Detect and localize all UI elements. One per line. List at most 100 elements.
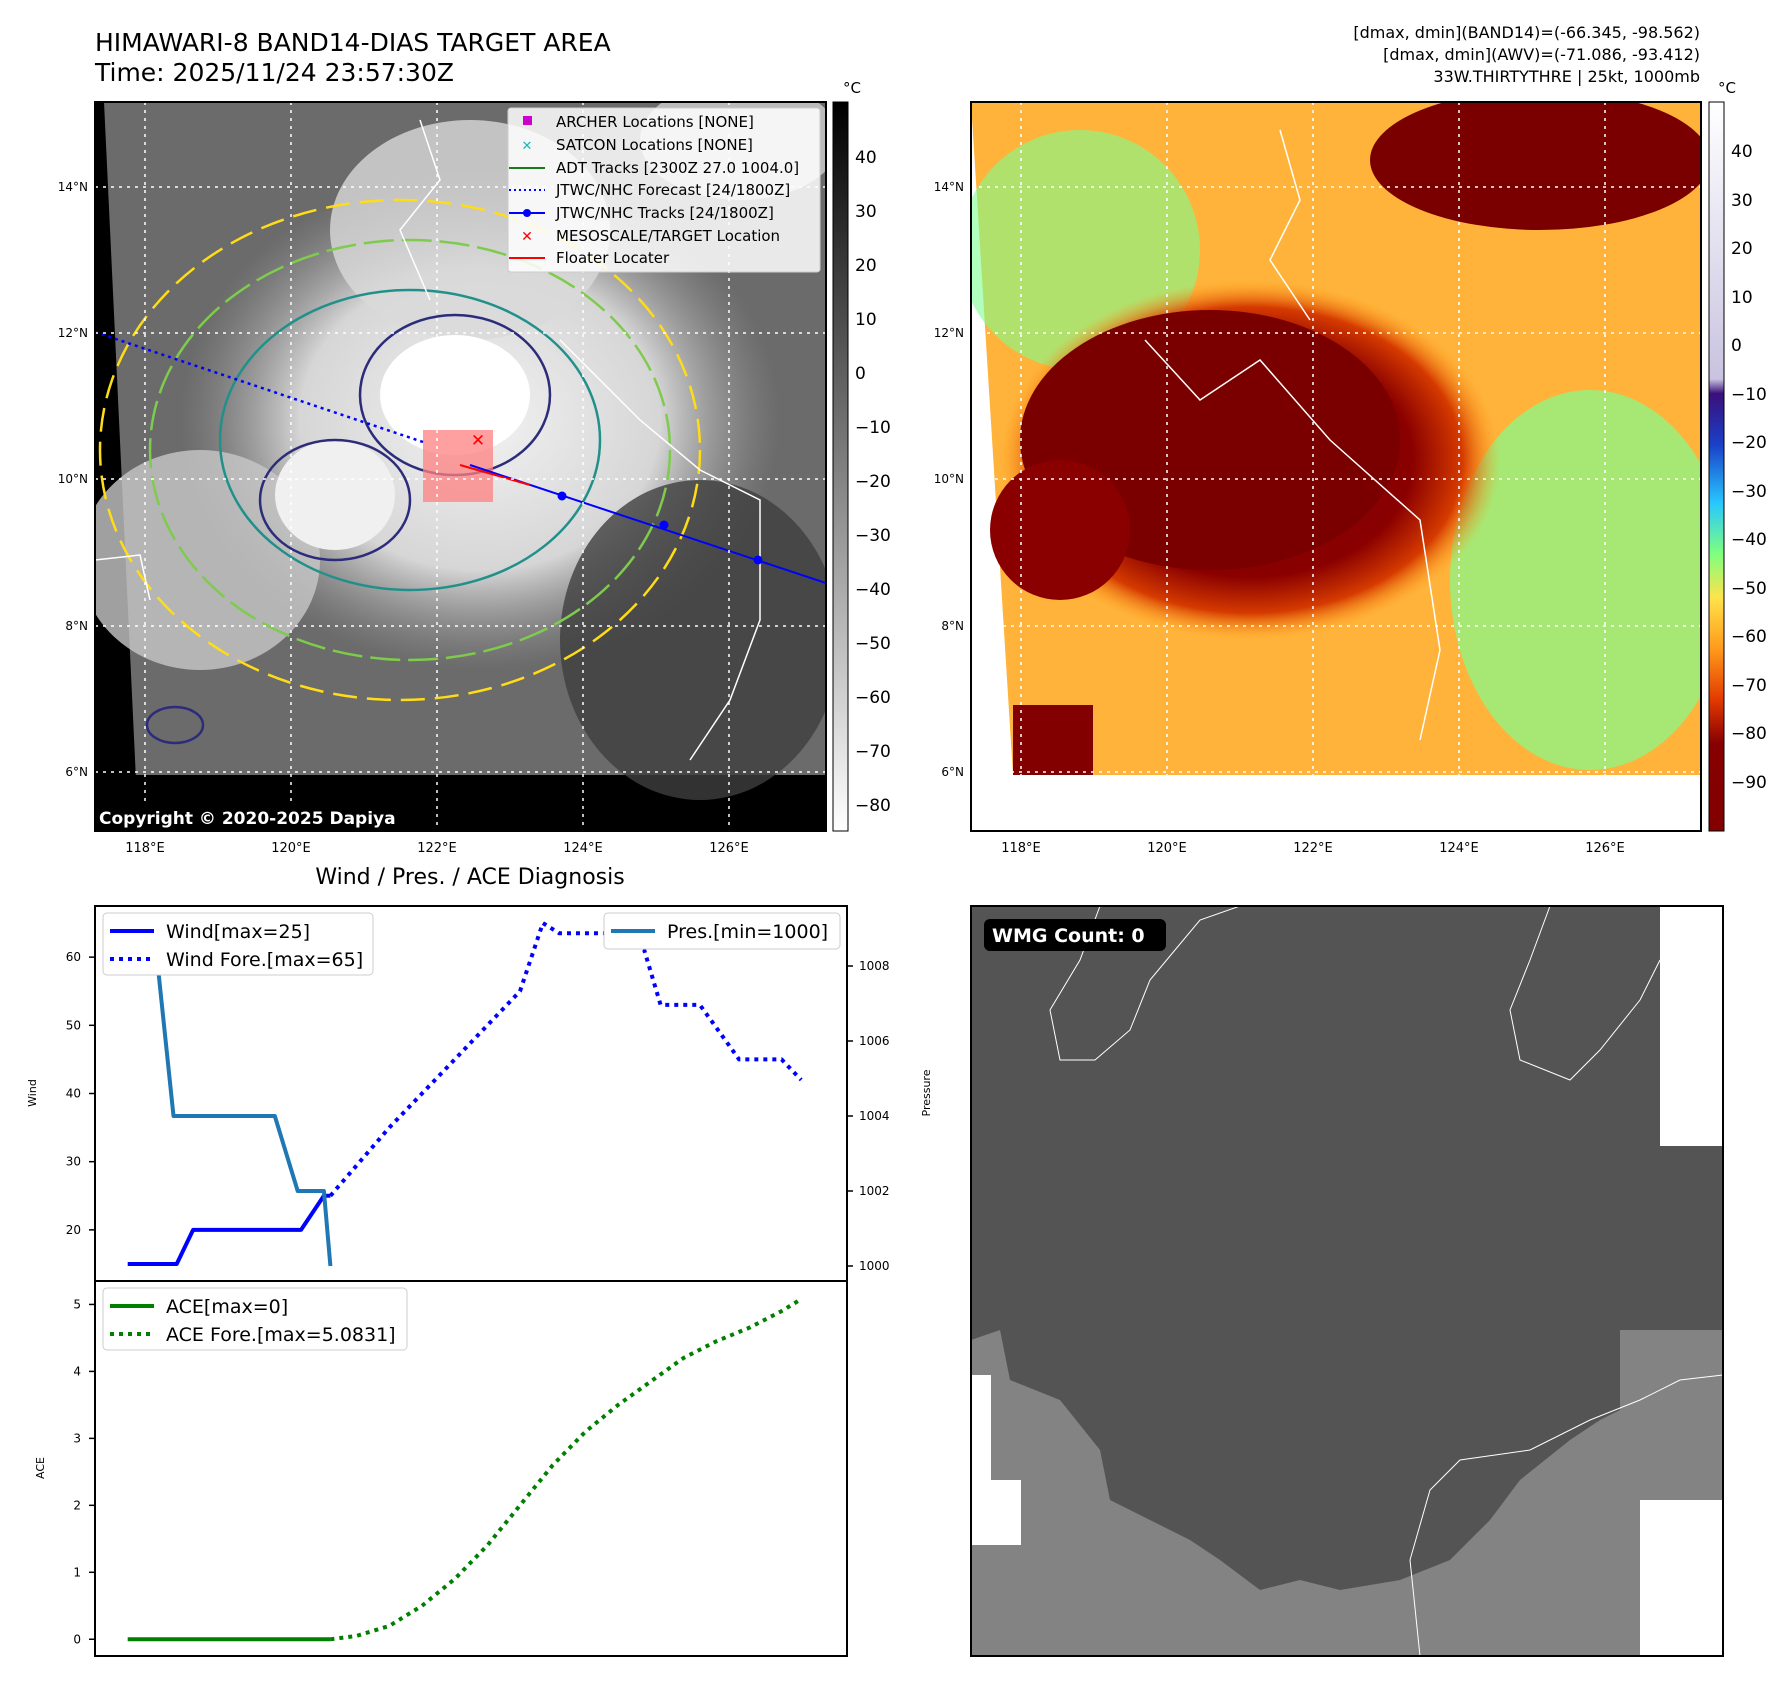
svg-text:−40: −40 <box>1731 530 1767 550</box>
wind-fore-legend-label: Wind Fore.[max=65] <box>166 949 363 971</box>
y-right-tick-label: 1002 <box>859 1184 890 1198</box>
svg-text:0: 0 <box>1731 336 1742 356</box>
ace-fore-legend-label: ACE Fore.[max=5.0831] <box>166 1324 396 1346</box>
ir-legend: ✕ ✕ ARCHER Locations [NONE] SATCON Locat… <box>507 107 821 273</box>
contour-ring <box>218 288 602 592</box>
svg-text:−40: −40 <box>855 580 891 600</box>
lon-label: 122°E <box>1293 841 1333 856</box>
svg-text:40: 40 <box>1731 142 1753 162</box>
wind-legend: Wind[max=25] Wind Fore.[max=65] <box>102 912 374 976</box>
ace-lines <box>127 1297 803 1642</box>
svg-text:20: 20 <box>1731 239 1753 259</box>
contour-ring <box>258 438 412 562</box>
svg-text:−30: −30 <box>855 526 891 546</box>
y-right-tick-label: 1006 <box>859 1034 890 1048</box>
lat-label: 10°N <box>58 472 88 486</box>
wmg-panel: WMG Count: 0 <box>970 905 1724 1657</box>
wmg-count-badge: WMG Count: 0 <box>992 925 1145 947</box>
y-tick-label: 5 <box>73 1297 81 1311</box>
lon-label: 118°E <box>1001 841 1041 856</box>
series-line-ace-fore-max-5-0831 <box>330 1297 803 1642</box>
y-tick-label: 0 <box>73 1632 81 1646</box>
svg-text:40: 40 <box>855 148 877 168</box>
svg-text:−70: −70 <box>855 742 891 762</box>
svg-text:30: 30 <box>855 202 877 222</box>
legend-archer-label: ARCHER Locations [NONE] <box>556 113 754 131</box>
wv-colorbar <box>1708 101 1725 832</box>
band14-range-text: [dmax, dmin](BAND14)=(-66.345, -98.562) <box>1353 23 1700 42</box>
satcon-legend-marker: ✕ <box>522 139 533 154</box>
lon-label: 120°E <box>271 841 311 856</box>
wv-map-panel: 14°N 12°N 10°N 8°N 6°N 118°E 120°E 122°E… <box>934 79 1767 856</box>
target-area-box <box>423 430 493 502</box>
lat-label: 14°N <box>58 180 88 194</box>
diagnosis-title: Wind / Pres. / ACE Diagnosis <box>315 865 624 890</box>
ir-colorbar-unit: °C <box>843 79 861 97</box>
lat-label: 8°N <box>65 619 88 633</box>
ace-chart: ACE 0 1 2 3 4 5 ACE[max=0] ACE Fore.[max=5.08… <box>34 1280 848 1657</box>
lat-label: 8°N <box>941 619 964 633</box>
target-marker: ✕ <box>471 431 485 451</box>
lat-label: 12°N <box>58 326 88 340</box>
lon-label: 122°E <box>417 841 457 856</box>
y-tick-label: 3 <box>73 1431 81 1445</box>
lat-label: 6°N <box>941 765 964 779</box>
svg-text:30: 30 <box>1731 191 1753 211</box>
y-right-tick-label: 1004 <box>859 1109 890 1123</box>
archer-legend-marker <box>523 116 532 125</box>
lon-label: 126°E <box>709 841 749 856</box>
target-legend-marker: ✕ <box>521 229 533 245</box>
legend-floater-label: Floater Locater <box>556 249 670 267</box>
wv-panel-frame <box>970 101 1702 832</box>
wv-gridlines <box>971 102 1701 831</box>
figure-title: HIMAWARI-8 BAND14-DIAS TARGET AREA <box>95 28 611 57</box>
wind-axis-label: Wind <box>26 1079 39 1107</box>
lon-label: 126°E <box>1585 841 1625 856</box>
ace-axis-label: ACE <box>34 1457 47 1479</box>
jtwc-forecast-track <box>95 330 424 444</box>
svg-text:−60: −60 <box>855 688 891 708</box>
y-tick-label: 30 <box>66 1155 81 1169</box>
svg-text:−70: −70 <box>1731 676 1767 696</box>
y-right-tick-label: 1008 <box>859 959 890 973</box>
series-line-wind-max-25 <box>127 1193 331 1266</box>
ir-colorbar <box>832 101 849 832</box>
floater-locator-line <box>459 464 531 486</box>
ace-ticks: 0 1 2 3 4 5 <box>73 1297 95 1646</box>
lon-label: 124°E <box>563 841 603 856</box>
coastline <box>1509 906 1661 1081</box>
copyright-text: Copyright © 2020-2025 Dapiya <box>99 809 396 829</box>
coastline <box>1049 906 1241 1061</box>
lat-label: 12°N <box>934 326 964 340</box>
legend-adt-label: ADT Tracks [2300Z 27.0 1004.0] <box>556 159 799 177</box>
ir-colorbar-ticks: 40 30 20 10 0 −10 −20 −30 −40 −50 −60 −7… <box>855 148 891 816</box>
pressure-axis-label: Pressure <box>920 1069 933 1116</box>
ace-legend-label: ACE[max=0] <box>166 1296 288 1318</box>
pressure-legend-label: Pres.[min=1000] <box>667 921 828 943</box>
ace-legend: ACE[max=0] ACE Fore.[max=5.0831] <box>102 1287 408 1351</box>
coastline <box>1269 129 1311 321</box>
svg-text:−90: −90 <box>1731 773 1767 793</box>
wind-legend-label: Wind[max=25] <box>166 921 310 943</box>
contour-ring <box>98 198 702 702</box>
ir-panel-frame <box>94 101 827 832</box>
y-tick-label: 2 <box>73 1498 81 1512</box>
contour-ring <box>148 238 672 662</box>
y-tick-label: 4 <box>73 1364 81 1378</box>
svg-text:−30: −30 <box>1731 482 1767 502</box>
y-tick-label: 20 <box>66 1223 81 1237</box>
lon-label: 120°E <box>1147 841 1187 856</box>
figure-time: Time: 2025/11/24 23:57:30Z <box>94 58 454 87</box>
wv-colorbar-ticks: 40 30 20 10 0 −10 −20 −30 −40 −50 −60 −7… <box>1731 142 1767 793</box>
svg-text:20: 20 <box>855 256 877 276</box>
svg-text:−60: −60 <box>1731 627 1767 647</box>
lat-label: 10°N <box>934 472 964 486</box>
lon-label: 124°E <box>1439 841 1479 856</box>
pressure-legend: Pres.[min=1000] <box>603 912 841 950</box>
y-tick-label: 60 <box>66 950 81 964</box>
svg-text:0: 0 <box>855 364 866 384</box>
ir-map-panel: ✕ Copyright © 2020-2025 Dapiya ✕ <box>58 79 891 856</box>
storm-info-text: 33W.THIRTYTHRE | 25kt, 1000mb <box>1433 67 1700 86</box>
awv-range-text: [dmax, dmin](AWV)=(-71.086, -93.412) <box>1383 45 1700 64</box>
